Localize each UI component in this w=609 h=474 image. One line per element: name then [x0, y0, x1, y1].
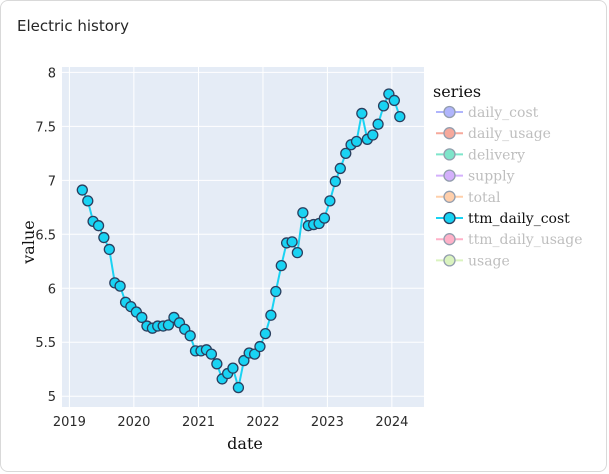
x-axis-ticks: 2019 2020 2021 2022 2023 2024	[53, 415, 409, 430]
y-tick-label: 7.5	[35, 120, 56, 135]
legend-label: daily_usage	[468, 126, 551, 142]
legend-item-daily_usage[interactable]: daily_usage	[436, 126, 551, 142]
legend-item-delivery[interactable]: delivery	[436, 147, 525, 163]
y-tick-label: 5	[48, 390, 56, 405]
data-point[interactable]	[227, 362, 239, 374]
data-point[interactable]	[388, 94, 400, 107]
y-axis-title: value	[19, 220, 38, 264]
y-tick-label: 8	[48, 66, 56, 81]
data-point[interactable]	[82, 195, 94, 207]
data-point[interactable]	[254, 340, 266, 353]
y-tick-label: 7	[48, 174, 56, 189]
data-point[interactable]	[367, 129, 379, 141]
card-title: Electric history	[17, 17, 129, 35]
legend-swatch-marker	[443, 254, 456, 267]
data-point[interactable]	[136, 311, 148, 324]
data-point[interactable]	[394, 111, 406, 123]
legend-swatch-marker	[443, 233, 456, 246]
legend-item-supply[interactable]: supply	[436, 169, 515, 185]
data-point[interactable]	[232, 381, 245, 394]
data-point[interactable]	[356, 107, 368, 120]
legend-item-usage[interactable]: usage	[436, 253, 510, 269]
legend-swatch-marker	[443, 190, 456, 203]
legend-swatch-marker	[443, 127, 456, 140]
data-point[interactable]	[184, 330, 196, 342]
data-point[interactable]	[286, 236, 298, 248]
data-point[interactable]	[270, 285, 282, 298]
legend-label: daily_cost	[468, 105, 539, 121]
x-tick-label: 2020	[117, 415, 150, 430]
legend: series daily_cost daily_usage delivery supp…	[433, 82, 583, 269]
data-point[interactable]	[340, 147, 352, 159]
legend-label: supply	[468, 169, 515, 185]
x-tick-label: 2024	[375, 415, 408, 430]
data-point[interactable]	[259, 327, 272, 340]
data-point[interactable]	[162, 319, 175, 331]
x-tick-label: 2023	[311, 415, 344, 430]
x-tick-label: 2022	[246, 415, 279, 430]
data-point[interactable]	[372, 118, 384, 130]
y-axis-ticks: 5 5.5 6 6.5 7 7.5 8	[35, 66, 56, 405]
data-point[interactable]	[297, 207, 309, 219]
data-point[interactable]	[211, 358, 223, 370]
legend-label: total	[468, 190, 501, 206]
legend-label: ttm_daily_usage	[468, 232, 583, 248]
legend-label: delivery	[468, 147, 525, 163]
data-point[interactable]	[98, 231, 110, 244]
data-point[interactable]	[114, 280, 126, 292]
x-axis-title: date	[227, 434, 263, 453]
y-tick-label: 6.5	[35, 228, 56, 243]
legend-item-daily_cost[interactable]: daily_cost	[436, 105, 539, 121]
data-point[interactable]	[324, 195, 336, 207]
series-layer	[76, 88, 406, 394]
data-point[interactable]	[329, 175, 342, 188]
data-point[interactable]	[92, 220, 105, 232]
y-tick-label: 6	[48, 282, 56, 297]
legend-label: usage	[468, 253, 510, 269]
data-point[interactable]	[238, 354, 250, 367]
legend-title: series	[433, 82, 481, 101]
data-point[interactable]	[291, 247, 304, 259]
data-point[interactable]	[318, 212, 331, 224]
legend-swatch-marker	[443, 105, 456, 119]
legend-item-ttm_daily_usage[interactable]: ttm_daily_usage	[436, 232, 583, 248]
x-tick-label: 2021	[182, 415, 215, 430]
data-point[interactable]	[334, 162, 346, 175]
data-point[interactable]	[377, 100, 390, 112]
data-point[interactable]	[275, 259, 287, 272]
data-point[interactable]	[205, 348, 218, 360]
legend-swatch-marker	[443, 169, 456, 182]
data-point[interactable]	[249, 348, 261, 360]
y-tick-label: 5.5	[35, 336, 56, 351]
data-point[interactable]	[350, 135, 363, 148]
legend-item-total[interactable]: total	[436, 190, 501, 206]
data-point[interactable]	[265, 309, 277, 321]
legend-swatch-marker	[443, 148, 456, 161]
data-point[interactable]	[76, 184, 88, 196]
legend-item-ttm_daily_cost[interactable]: ttm_daily_cost	[436, 211, 570, 227]
x-tick-label: 2019	[53, 415, 86, 430]
data-point[interactable]	[103, 243, 115, 256]
legend-label: ttm_daily_cost	[468, 211, 570, 227]
legend-swatch-marker	[443, 211, 456, 225]
